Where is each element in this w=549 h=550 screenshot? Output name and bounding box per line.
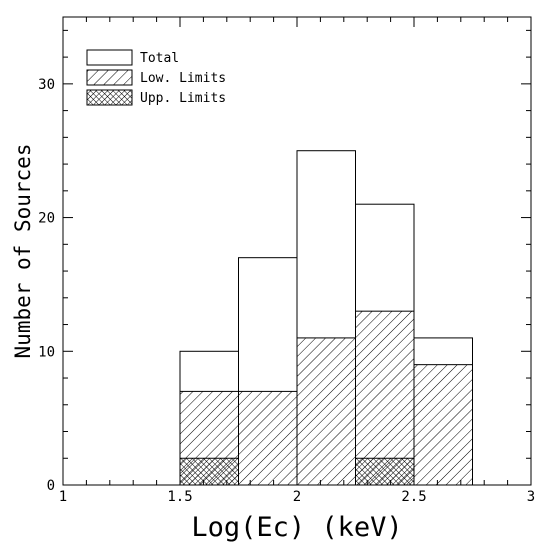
y-tick-label: 10 (38, 344, 55, 360)
legend-swatch (86, 49, 133, 66)
x-axis-label: Log(Ec) (keV) (191, 512, 402, 543)
y-axis-label: Number of Sources (11, 144, 35, 359)
legend-label: Low. Limits (140, 71, 226, 86)
y-tick-label: 30 (38, 77, 55, 93)
x-tick-label: 3 (527, 489, 535, 505)
bar (413, 364, 473, 486)
y-tick-label: 0 (47, 478, 55, 494)
upp-limits-series (179, 457, 415, 486)
y-tick-label: 20 (38, 211, 55, 227)
x-tick-label: 2 (293, 489, 301, 505)
bar (238, 390, 298, 486)
legend-label: Total (140, 51, 179, 66)
bar (355, 457, 415, 486)
legend-swatch (86, 69, 133, 86)
legend-label: Upp. Limits (140, 91, 226, 106)
x-tick-label: 1 (59, 489, 67, 505)
axis-ticks (62, 17, 532, 486)
x-tick-label: 2.5 (401, 489, 426, 505)
x-tick-label: 1.5 (167, 489, 192, 505)
bar (179, 457, 239, 486)
legend: Total Low. Limits Upp. Limits (86, 49, 226, 106)
bar (296, 337, 356, 486)
legend-swatch (86, 89, 133, 106)
